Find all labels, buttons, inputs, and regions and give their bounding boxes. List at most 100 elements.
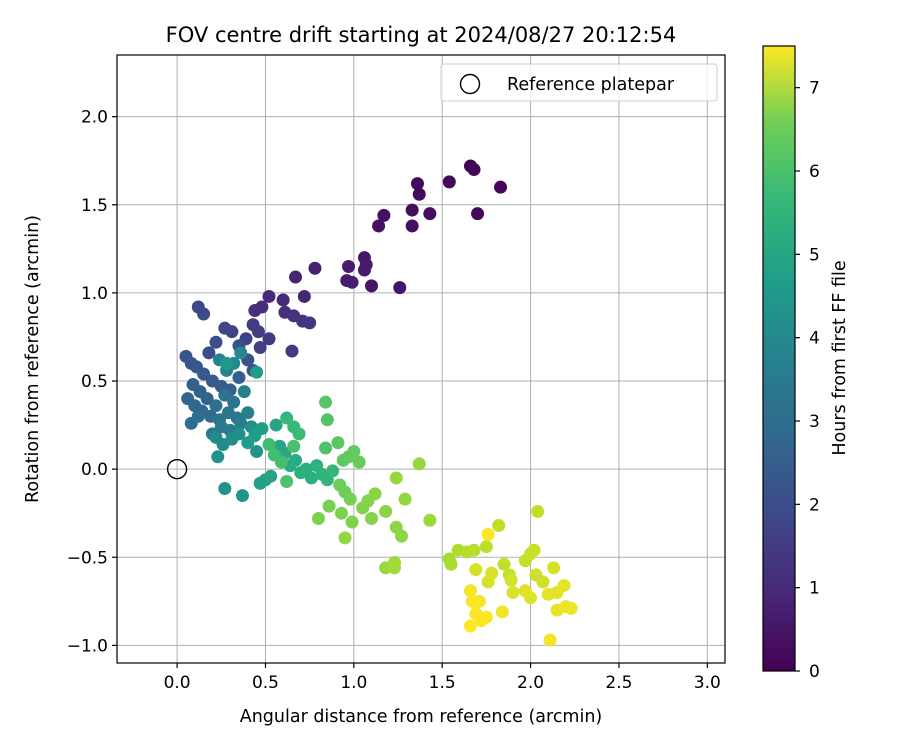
data-point — [334, 506, 348, 520]
data-point — [465, 594, 479, 608]
data-point — [308, 261, 322, 275]
colorbar-tick-label: 3 — [809, 412, 820, 432]
plot-frame — [116, 54, 726, 664]
data-point — [393, 281, 407, 295]
data-point — [398, 492, 412, 506]
data-point — [463, 584, 477, 598]
data-point — [289, 453, 303, 467]
data-point — [274, 455, 288, 469]
data-point — [191, 409, 205, 423]
data-points — [179, 159, 578, 647]
colorbar-label: Hours from first FF file — [830, 260, 850, 455]
data-point — [412, 187, 426, 201]
data-point — [304, 471, 318, 485]
data-point — [303, 316, 317, 330]
data-point — [338, 531, 352, 545]
data-point — [527, 543, 541, 557]
data-point — [357, 263, 371, 277]
data-point — [246, 318, 260, 332]
data-point — [262, 437, 276, 451]
data-point — [547, 561, 561, 575]
x-tick-label: 2.5 — [605, 673, 632, 693]
legend-reference-marker-icon — [459, 73, 481, 95]
data-point — [320, 413, 334, 427]
data-point — [280, 474, 294, 488]
data-point — [543, 633, 557, 647]
data-point — [287, 439, 301, 453]
data-point — [444, 557, 458, 571]
data-point — [262, 289, 276, 303]
x-tick-label: 1.5 — [429, 673, 456, 693]
data-point — [211, 450, 225, 464]
data-point — [218, 482, 232, 496]
data-point — [322, 499, 336, 513]
data-point — [269, 418, 283, 432]
data-point — [209, 399, 223, 413]
data-point — [289, 270, 303, 284]
data-point — [209, 335, 223, 349]
data-point — [280, 411, 294, 425]
reference-platepar-marker — [166, 458, 188, 480]
data-point — [365, 511, 379, 525]
reference-marker — [166, 458, 188, 480]
legend: Reference platepar — [440, 63, 718, 102]
data-point — [319, 395, 333, 409]
data-point — [395, 529, 409, 543]
data-point — [197, 307, 211, 321]
data-point — [220, 356, 234, 370]
data-point — [365, 279, 379, 293]
data-point — [255, 422, 269, 436]
data-point — [237, 385, 251, 399]
colorbar-tick-label: 2 — [809, 495, 820, 515]
data-point — [250, 365, 264, 379]
data-point — [423, 513, 437, 527]
data-point — [319, 441, 333, 455]
data-point — [467, 543, 481, 557]
y-axis-ticks: −1.0 −0.5 0.0 0.5 1.0 1.5 2.0 — [67, 108, 117, 656]
data-point — [492, 519, 506, 533]
x-tick-label: 0.5 — [252, 673, 279, 693]
data-point — [343, 492, 357, 506]
data-point — [479, 540, 493, 554]
y-tick-label: 1.5 — [81, 196, 108, 216]
data-point — [557, 578, 571, 592]
data-point — [235, 489, 249, 503]
data-point — [218, 388, 232, 402]
x-tick-label: 2.0 — [517, 673, 544, 693]
y-tick-label: −0.5 — [67, 548, 108, 568]
data-point — [368, 487, 382, 501]
data-point — [467, 163, 481, 177]
colorbar-tick-label: 5 — [809, 245, 820, 265]
data-point — [504, 573, 518, 587]
data-point — [506, 586, 520, 600]
data-point — [248, 304, 262, 318]
x-tick-label: 3.0 — [694, 673, 721, 693]
data-point — [232, 371, 246, 385]
data-point — [469, 563, 483, 577]
data-point — [241, 406, 255, 420]
legend-box — [440, 63, 718, 102]
data-point — [253, 341, 267, 355]
x-tick-label: 1.0 — [340, 673, 367, 693]
data-point — [345, 515, 359, 529]
data-point — [463, 619, 477, 633]
data-point — [232, 427, 246, 441]
y-tick-label: 0.5 — [81, 372, 108, 392]
colorbar-ticks: 0 1 2 3 4 5 6 7 — [795, 79, 820, 682]
y-axis-label: Rotation from reference (arcmin) — [23, 215, 43, 503]
data-point — [495, 605, 509, 619]
data-point — [276, 293, 290, 307]
data-point — [442, 175, 456, 189]
data-point — [331, 436, 345, 450]
data-point — [347, 445, 361, 459]
data-point — [352, 455, 366, 469]
data-point — [387, 561, 401, 575]
colorbar-tick-label: 0 — [809, 662, 820, 682]
data-point — [479, 610, 493, 624]
data-point — [377, 208, 391, 222]
data-point — [202, 346, 216, 360]
data-point — [481, 527, 495, 541]
data-point — [410, 177, 424, 191]
colorbar-tick-label: 4 — [809, 329, 820, 349]
